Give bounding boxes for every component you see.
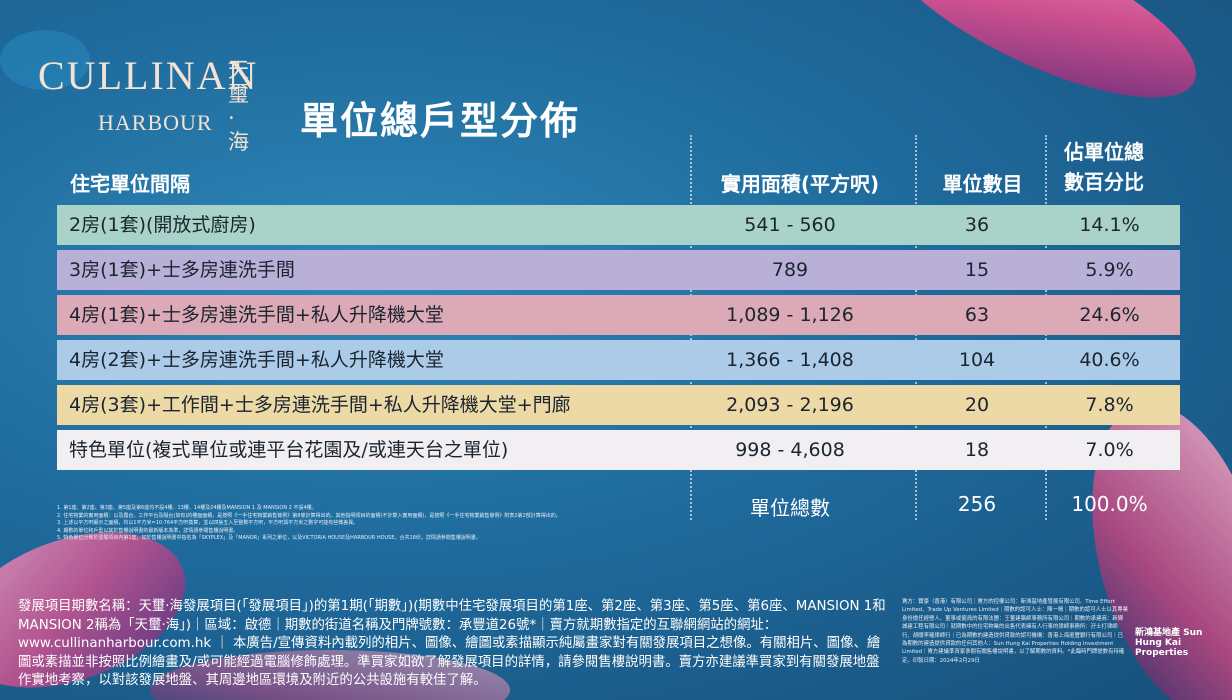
- footnote: 2. 住宅物業的實用面積：以及露台、工作平台及陽台(如有)的樓面面積，是按照《一…: [57, 512, 561, 519]
- total-units: 256: [957, 492, 997, 516]
- footnote: 3. 上述以平方呎顯示之面積，均以1平方米=10.764平方呎換算，並以四捨五入…: [57, 520, 359, 526]
- table-cell: 4房(1套)+士多房連洗手間+私人升降機大堂: [69, 304, 444, 326]
- table-cell: 18: [964, 439, 990, 461]
- footnote: 4. 期數的單位和戶型以其於售樓說明書的最新版本為準，詳情請參閱售樓說明書。: [57, 527, 239, 534]
- table-cell: 特色單位(複式單位或連平台花園及/或連天台之單位): [69, 439, 509, 461]
- table-cell: 20: [964, 394, 990, 416]
- logo-subtitle: HARBOUR: [98, 110, 213, 135]
- logo-chinese: 天璽·海: [228, 58, 249, 154]
- table-cell: 15: [964, 259, 990, 281]
- table-cell: 104: [958, 349, 996, 371]
- footnote: 5. 特色單位分佈於發展項目內第1座，如於售樓說明書中指名為「SKYPLEX」及…: [57, 535, 481, 541]
- table-row: 2房(1套)(開放式廚房) 541 - 560 36 14.1%: [57, 205, 1180, 245]
- table-cell: 4房(2套)+士多房連洗手間+私人升降機大堂: [69, 349, 444, 371]
- table-row: 特色單位(複式單位或連平台花園及/或連天台之單位) 998 - 4,608 18 7.…: [57, 430, 1180, 470]
- table-cell: 998 - 4,608: [735, 439, 845, 461]
- legal-notice: 賣方：寶豪（香港）有限公司｜賣方的控權公司：新鴻基地產發展有限公司、Time E…: [902, 599, 1128, 664]
- table-cell: 63: [964, 304, 990, 326]
- table-cell: 40.6%: [1079, 349, 1140, 371]
- table-cell: 2,093 - 2,196: [726, 394, 854, 416]
- total-label: 單位總數: [750, 496, 830, 520]
- column-header: 住宅單位間隔: [70, 172, 190, 196]
- table-cell: 4房(3套)+工作間+士多房連洗手間+私人升降機大堂+門廊: [69, 394, 571, 416]
- table-cell: 1,366 - 1,408: [726, 349, 854, 371]
- table-cell: 3房(1套)+士多房連洗手間: [69, 259, 295, 281]
- disclaimer: 發展項目期數名稱：天璽·海發展項目(「發展項目」)的第1期(「期數」)(期數中住…: [18, 599, 886, 688]
- page-title: 單位總戶型分佈: [300, 99, 581, 143]
- table-row: 3房(1套)+士多房連洗手間 789 15 5.9%: [57, 250, 1180, 290]
- table-cell: 541 - 560: [744, 214, 836, 236]
- table-cell: 789: [771, 259, 809, 281]
- column-header: 單位數目: [942, 172, 1023, 196]
- developer-logo: 新鴻基地產 Sun Hung Kai Properties: [1135, 628, 1203, 658]
- total-percent: 100.0%: [1071, 492, 1148, 516]
- table-cell: 1,089 - 1,126: [726, 304, 854, 326]
- table-row: 4房(1套)+士多房連洗手間+私人升降機大堂 1,089 - 1,126 63 24.…: [57, 295, 1180, 335]
- column-header: 佔單位總數百分比: [1064, 140, 1144, 194]
- table-cell: 14.1%: [1079, 214, 1140, 236]
- table-cell: 7.0%: [1085, 439, 1134, 461]
- table-cell: 2房(1套)(開放式廚房): [69, 214, 256, 236]
- table-cell: 24.6%: [1079, 304, 1140, 326]
- footnote: 1. 第1座、第2座、第3座、第5座及第6座均不設4樓、13樓、14樓及24樓及…: [57, 505, 317, 511]
- logo-wordmark: CULLINAN: [38, 53, 259, 98]
- footnotes: 1. 第1座、第2座、第3座、第5座及第6座均不設4樓、13樓、14樓及24樓及…: [57, 505, 697, 543]
- table-cell: 5.9%: [1085, 259, 1134, 281]
- table-row: 4房(3套)+工作間+士多房連洗手間+私人升降機大堂+門廊 2,093 - 2,1…: [57, 385, 1180, 425]
- column-header: 實用面積(平方呎): [720, 172, 880, 196]
- table-cell: 7.8%: [1085, 394, 1134, 416]
- table-row: 4房(2套)+士多房連洗手間+私人升降機大堂 1,366 - 1,408 104 40…: [57, 340, 1180, 380]
- table-cell: 36: [964, 214, 990, 236]
